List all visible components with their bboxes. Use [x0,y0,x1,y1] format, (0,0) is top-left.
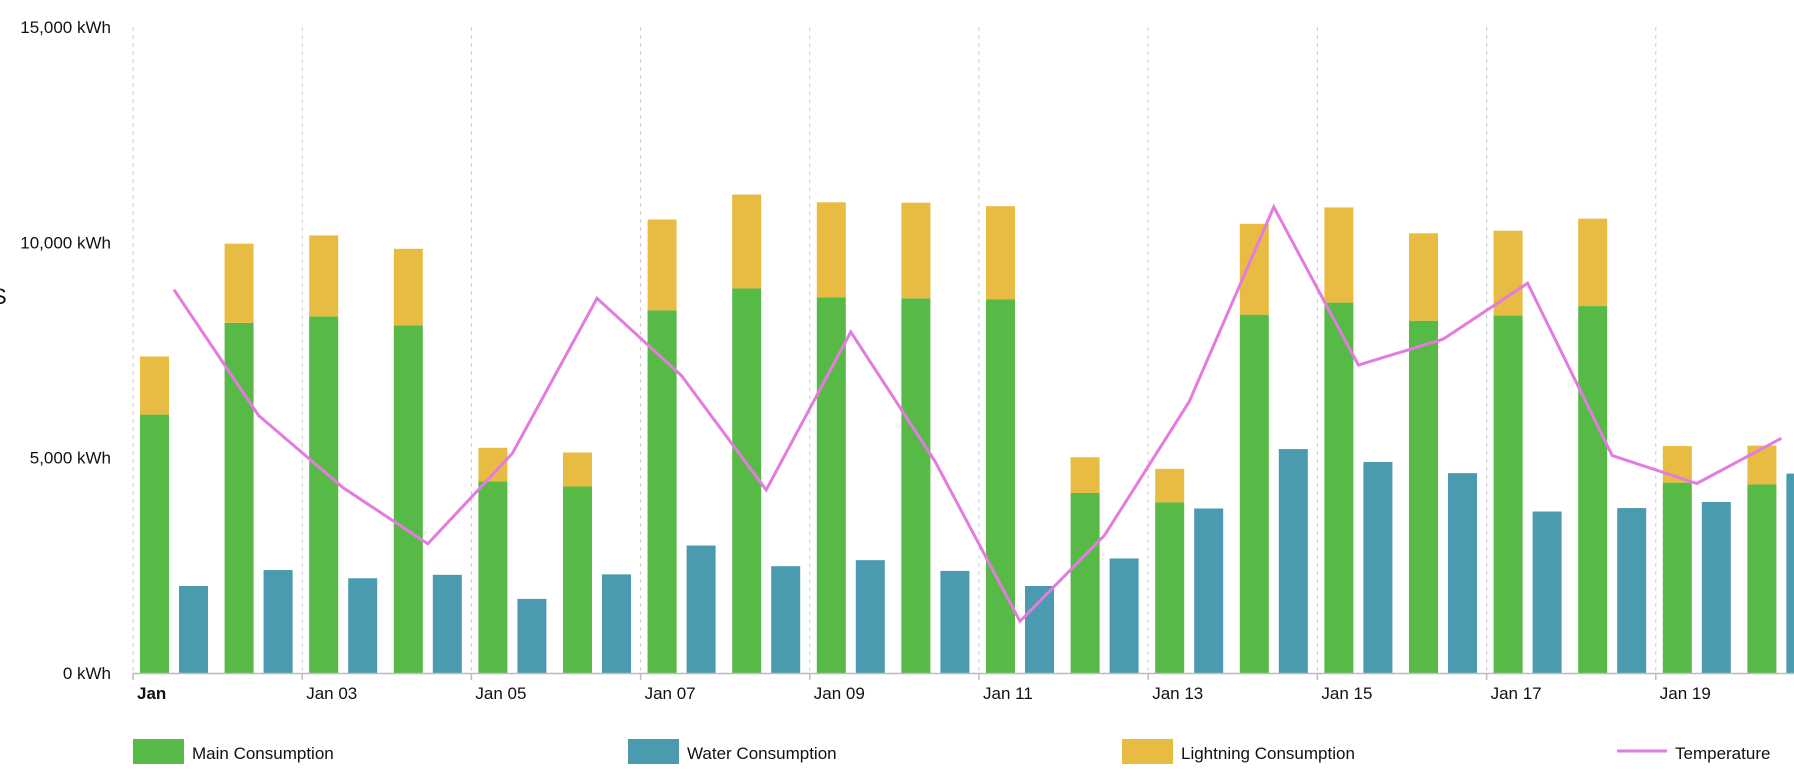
bar-water-consumption [1025,586,1054,673]
bar-water-consumption [1701,502,1731,673]
bar-water-consumption [348,578,378,673]
legend-swatch-lightning [1122,739,1173,764]
bar-main-consumption [901,298,931,673]
bar-main-consumption [1493,315,1523,673]
x-axis: Jan Jan 03 Jan 05 Jan 07 Jan 09 Jan 11 Jan 13 J… [132,672,1794,703]
y-tick-label: 0 kWh [63,664,111,683]
bar-lightning-consumption [1324,207,1354,303]
x-tick-label: Jan 15 [1321,684,1372,703]
bar-lightning-consumption [732,194,762,289]
bar-water-consumption [1448,473,1477,673]
bar-main-consumption [816,297,846,673]
x-tick-label: Jan 19 [1660,684,1711,703]
bar-water-consumption [686,545,716,673]
bar-lightning-consumption [816,202,846,298]
bar-main-consumption [1578,306,1608,673]
bars [140,194,1794,673]
bar-lightning-consumption [1239,223,1269,315]
bar-lightning-consumption [563,452,592,487]
bar-water-consumption [179,586,208,673]
x-tick-label: Jan 09 [814,684,865,703]
legend-label-main: Main Consumption [192,744,334,763]
bar-main-consumption [1662,482,1692,673]
bar-main-consumption [478,481,508,673]
legend-item-main[interactable]: Main Consumption [133,739,334,764]
x-tick-label: Jan 17 [1491,684,1542,703]
x-tick-label: Jan [137,684,166,703]
x-tick-label: Jan 11 [983,684,1033,703]
bar-lightning-consumption [1155,468,1185,503]
legend-item-water[interactable]: Water Consumption [628,739,837,764]
y-tick-label: 15,000 kWh [20,18,111,37]
y-tick-label: 5,000 kWh [30,449,111,468]
bar-main-consumption [986,299,1015,673]
bar-lightning-consumption [1578,218,1608,307]
legend-label-water: Water Consumption [687,744,837,763]
bar-main-consumption [1070,492,1100,673]
bar-water-consumption [1278,449,1308,673]
bar-main-consumption [1155,502,1185,673]
legend: Main Consumption Water Consumption Light… [133,739,1770,764]
y-axis-ticks: 0 kWh 5,000 kWh 10,000 kWh 15,000 kWh [20,18,111,683]
bar-main-consumption [224,322,254,673]
bar-lightning-consumption [1070,457,1100,493]
bar-water-consumption [1532,511,1562,673]
bar-main-consumption [1239,314,1269,673]
bar-main-consumption [563,486,592,673]
temperature-line [172,203,1783,624]
bar-water-consumption [771,566,801,673]
bar-lightning-consumption [393,248,423,326]
y-tick-label: 10,000 kWh [20,233,111,252]
x-tick-label: Jan 03 [306,684,357,703]
legend-swatch-water [628,739,679,764]
grid-lines [132,27,1657,673]
legend-item-temperature[interactable]: Temperature [1617,744,1770,763]
bar-lightning-consumption [901,202,931,299]
bar-lightning-consumption [986,206,1015,300]
bar-water-consumption [263,570,293,673]
legend-label-temperature: Temperature [1675,744,1770,763]
clipped-axis-title: S [0,284,7,309]
bar-main-consumption [1747,484,1777,673]
bar-main-consumption [393,325,423,673]
bar-lightning-consumption [224,243,254,323]
bar-water-consumption [1194,508,1224,673]
legend-item-lightning[interactable]: Lightning Consumption [1122,739,1355,764]
legend-label-lightning: Lightning Consumption [1181,744,1355,763]
x-tick-label: Jan 07 [645,684,696,703]
bar-main-consumption [309,316,339,673]
bar-water-consumption [1363,461,1393,673]
bar-lightning-consumption [1409,233,1438,321]
bar-main-consumption [1409,320,1438,673]
bar-water-consumption [432,574,462,673]
bar-water-consumption [855,560,885,673]
bar-water-consumption [602,574,631,673]
bar-water-consumption [517,598,547,673]
x-tick-label: Jan 13 [1152,684,1203,703]
x-tick-label: Jan 05 [475,684,526,703]
bar-main-consumption [140,414,169,673]
bar-water-consumption [1109,558,1139,673]
temperature-line-group [172,203,1783,624]
bar-lightning-consumption [647,219,677,311]
bar-water-consumption [1617,508,1647,673]
bar-main-consumption [1324,302,1354,673]
legend-swatch-main [133,739,184,764]
bar-water-consumption [940,570,970,673]
bar-water-consumption [1786,473,1794,673]
bar-main-consumption [647,310,677,673]
bar-lightning-consumption [309,235,339,317]
bar-lightning-consumption [140,356,169,415]
bar-lightning-consumption [1747,445,1777,485]
bar-main-consumption [732,288,762,673]
